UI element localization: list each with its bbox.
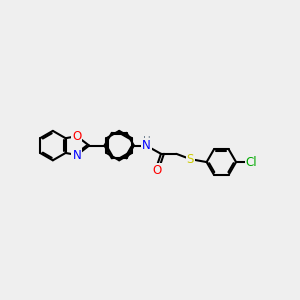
Text: N: N: [72, 148, 81, 161]
Text: N: N: [142, 139, 151, 152]
Text: Cl: Cl: [246, 156, 257, 169]
Text: S: S: [187, 153, 194, 166]
Text: O: O: [152, 164, 161, 177]
Text: O: O: [72, 130, 81, 143]
Text: H: H: [143, 136, 151, 146]
